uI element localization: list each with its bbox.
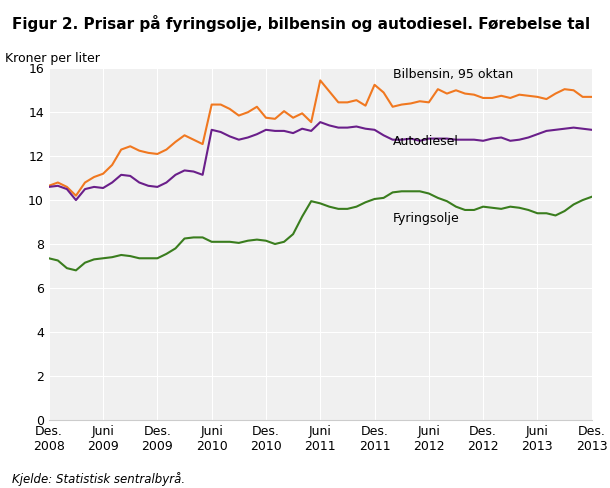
Text: Fyringsolje: Fyringsolje — [393, 212, 459, 225]
Text: Figur 2. Prisar på fyringsolje, bilbensin og autodiesel. Førebelse tal: Figur 2. Prisar på fyringsolje, bilbensi… — [12, 15, 590, 32]
Text: Kjelde: Statistisk sentralbyrå.: Kjelde: Statistisk sentralbyrå. — [12, 471, 185, 486]
Text: Autodiesel: Autodiesel — [393, 135, 459, 148]
Text: Bilbensin, 95 oktan: Bilbensin, 95 oktan — [393, 68, 513, 81]
Text: Kroner per liter: Kroner per liter — [5, 52, 100, 65]
